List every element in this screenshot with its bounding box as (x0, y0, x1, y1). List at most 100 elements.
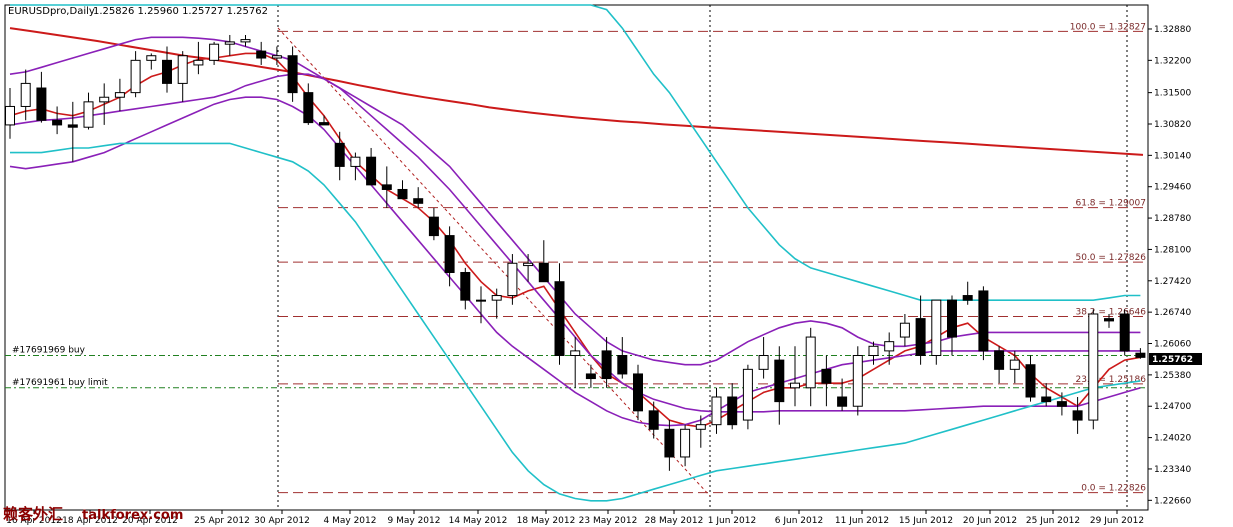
candle-body (538, 262, 549, 283)
candle (1056, 392, 1067, 416)
y-tick-label: 1.26740 (1154, 308, 1191, 318)
y-tick-label: 1.24020 (1154, 434, 1191, 444)
candle (931, 299, 942, 365)
candle (350, 152, 361, 181)
y-tick-label: 1.28780 (1154, 214, 1191, 224)
candle-body (931, 299, 942, 357)
candle-body (695, 424, 706, 430)
order-label: #17691961 buy limit (12, 378, 108, 388)
candle (585, 364, 596, 388)
candle (978, 286, 989, 361)
candle-body (20, 82, 31, 107)
x-tick-label: 4 May 2012 (324, 516, 377, 526)
candle-body (334, 142, 345, 167)
candle (366, 147, 377, 186)
y-tick-label: 1.29460 (1154, 183, 1191, 193)
candle-body (899, 322, 910, 338)
candle (1041, 383, 1052, 407)
x-tick-label: 16 Apr 2012 (6, 516, 62, 526)
candle (805, 327, 816, 407)
candle (36, 71, 47, 123)
candle (334, 131, 345, 181)
x-tick-label: 1 Jun 2012 (708, 516, 756, 526)
candle-body (5, 105, 15, 126)
candle-body (52, 119, 63, 126)
candle (177, 51, 188, 102)
candle-body (727, 396, 738, 426)
y-tick-label: 1.26060 (1154, 340, 1191, 350)
candle (193, 41, 204, 75)
y-tick-label: 1.24700 (1154, 402, 1191, 412)
candle-body (381, 184, 392, 190)
candle-body (1135, 352, 1146, 358)
candle-body (633, 373, 643, 412)
y-tick-label: 1.22660 (1154, 496, 1191, 506)
candle (758, 337, 769, 379)
fib-level-label: 0.0 = 1.22826 (1081, 484, 1146, 494)
candle-body (617, 355, 628, 375)
candle (523, 254, 534, 282)
candle (83, 92, 94, 130)
candle-body (397, 188, 408, 200)
candle (915, 295, 926, 365)
candle-body (271, 55, 282, 59)
candle-body (711, 396, 722, 426)
candle-body (366, 156, 377, 186)
candle (695, 415, 706, 448)
candle-body (585, 373, 596, 380)
candle (1119, 309, 1130, 356)
candle (633, 364, 643, 421)
candle (1009, 350, 1020, 384)
candle-body (821, 368, 832, 384)
candle-body (350, 156, 361, 167)
candle-body (130, 59, 141, 94)
candle-body (1056, 401, 1067, 407)
candle-body (99, 96, 110, 103)
candle (868, 341, 879, 365)
candle-body (428, 216, 439, 237)
order-lines: #17691969 buy #17691961 buy limit (5, 346, 1148, 389)
candle (303, 83, 314, 125)
candle (240, 34, 251, 47)
candle-body (444, 235, 455, 273)
candle (994, 346, 1005, 384)
candle (130, 51, 141, 98)
candle-body (162, 59, 172, 84)
x-tick-label: 14 May 2012 (449, 516, 508, 526)
candle-body (1119, 313, 1130, 352)
candle (1088, 309, 1099, 430)
candle-body (177, 55, 188, 84)
fib-level-label: 23.6 = 1.25186 (1075, 375, 1146, 385)
candle-body (1041, 396, 1052, 403)
candle (413, 187, 424, 208)
candle-body (83, 101, 94, 128)
candle-body (240, 39, 251, 43)
candle (476, 286, 486, 324)
candle (491, 288, 502, 319)
y-tick-label: 1.32880 (1154, 25, 1191, 35)
candle (114, 78, 125, 112)
candle-body (648, 410, 659, 430)
candle (52, 106, 63, 135)
candle (1104, 313, 1114, 328)
candle-body (962, 295, 973, 301)
candle (664, 420, 675, 471)
candle-body (491, 295, 502, 301)
candle-body (758, 355, 769, 370)
candle (99, 83, 110, 125)
candle (271, 46, 282, 65)
candle (790, 346, 800, 407)
candle-body (837, 396, 848, 407)
candle (444, 226, 455, 287)
candle (1072, 397, 1083, 434)
candle-body (868, 345, 879, 357)
candle-body (978, 290, 989, 352)
candle (554, 263, 565, 365)
candle (381, 166, 392, 208)
candle-body (287, 55, 298, 94)
candle (727, 383, 738, 430)
candle-body (193, 59, 204, 66)
y-tick-label: 1.28100 (1154, 245, 1191, 255)
x-tick-label: 20 Jun 2012 (963, 516, 1017, 526)
candle (224, 34, 235, 56)
